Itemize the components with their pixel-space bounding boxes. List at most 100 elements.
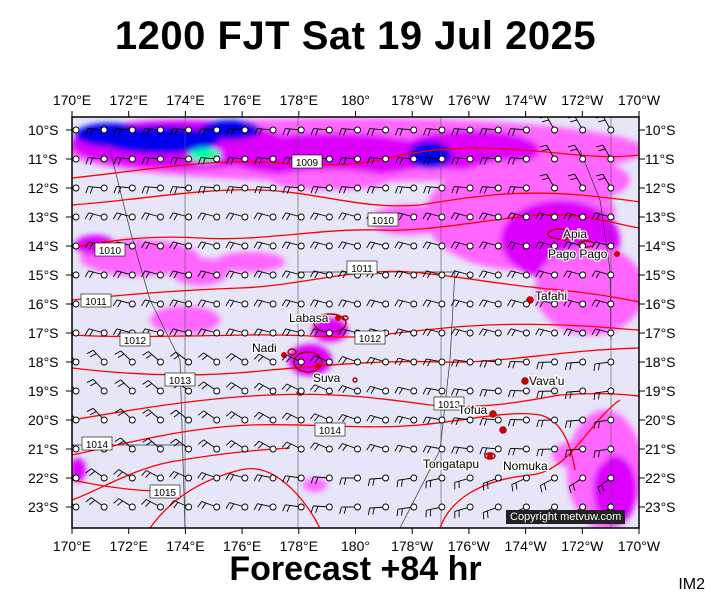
wind-barb <box>366 356 390 366</box>
wind-barb <box>395 126 418 136</box>
wind-barb <box>451 416 474 426</box>
barb-feather <box>567 242 572 250</box>
barb-feather <box>455 418 460 426</box>
barb-feather <box>507 361 511 369</box>
barb-feather <box>257 443 264 449</box>
barb-feather <box>512 157 516 165</box>
barb-feather <box>591 241 596 249</box>
barb-feather <box>258 504 263 512</box>
barb-feather <box>567 213 572 221</box>
barb-feather <box>372 478 375 486</box>
barb-feather <box>225 411 232 417</box>
barb-feather <box>84 270 90 278</box>
wind-barb <box>85 126 108 136</box>
wind-barb <box>425 474 446 489</box>
wind-barb <box>113 184 136 194</box>
barb-feather <box>455 271 460 279</box>
axis-ticks <box>66 111 645 534</box>
barb-station <box>325 155 333 163</box>
barb-station <box>438 300 446 308</box>
barb-feather <box>141 128 145 136</box>
barb-feather <box>85 497 92 503</box>
wind-barb <box>479 445 502 455</box>
barb-feather <box>253 503 258 511</box>
barb-feather <box>310 128 314 136</box>
barb-feather <box>141 299 146 307</box>
barb-feather <box>486 481 489 489</box>
isobar-label: 1014 <box>314 422 346 437</box>
barb-feather <box>450 328 456 336</box>
barb-feather <box>282 504 286 512</box>
wind-barb <box>254 184 277 194</box>
barb-feather <box>314 444 320 451</box>
wind-barb <box>197 299 221 308</box>
barb-feather <box>597 363 600 371</box>
wind-barb <box>450 270 474 279</box>
barb-feather <box>141 470 147 476</box>
barb-feather <box>141 212 146 220</box>
wind-barb <box>367 474 390 487</box>
barb-feather <box>281 383 288 390</box>
barb-station <box>522 387 530 395</box>
wind-barb <box>169 241 193 250</box>
barb-feather <box>455 447 460 455</box>
barb-feather <box>145 300 150 308</box>
barb-feather <box>535 212 540 220</box>
wind-barb <box>253 474 277 483</box>
wind-barb <box>536 387 558 399</box>
wind-barb <box>141 270 164 279</box>
barb-station <box>325 271 333 279</box>
barb-station <box>297 503 305 511</box>
barb-station <box>410 242 418 250</box>
barb-station <box>156 474 164 482</box>
barb-station <box>438 445 446 453</box>
barb-station <box>466 155 474 163</box>
barb-feather <box>89 411 97 416</box>
barb-feather <box>591 270 596 278</box>
wind-barb <box>169 471 193 482</box>
barb-feather <box>539 300 544 308</box>
barb-feather <box>201 473 207 481</box>
barb-feather <box>225 241 230 249</box>
barb-station <box>551 358 558 366</box>
barb-station <box>466 242 474 250</box>
wind-barb <box>72 385 80 395</box>
isobar-label-text: 1010 <box>372 216 395 227</box>
barb-feather <box>483 418 488 426</box>
barb-feather <box>539 144 547 148</box>
land-outline <box>352 377 358 383</box>
barb-feather <box>591 328 596 336</box>
barb-feather <box>567 173 575 177</box>
place-dot <box>281 352 287 358</box>
lon-label-bottom: 172°E <box>109 538 148 554</box>
barb-station <box>156 271 164 279</box>
land-outline <box>293 351 323 373</box>
lat-label-right: 19°S <box>645 383 676 399</box>
barb-feather <box>595 271 601 279</box>
barb-station <box>494 242 502 250</box>
barb-station <box>325 300 333 308</box>
wind-barb <box>394 270 418 279</box>
wind-barb <box>197 381 221 395</box>
barb-feather <box>62 411 68 414</box>
barb-feather <box>564 450 568 458</box>
barb-feather <box>229 355 236 361</box>
barb-station <box>354 126 361 134</box>
barb-feather <box>145 354 153 359</box>
wind-barb <box>450 328 474 337</box>
barb-station <box>213 387 221 395</box>
barb-feather <box>197 352 204 358</box>
wind-barb <box>535 212 558 221</box>
wind-barb <box>169 299 193 308</box>
barb-feather <box>173 242 178 250</box>
barb-station <box>522 184 530 192</box>
barb-feather <box>536 420 539 428</box>
barb-feather <box>225 473 230 480</box>
barb-feather <box>343 186 347 194</box>
barb-feather <box>483 389 488 397</box>
barb-feather <box>507 328 512 336</box>
isobar-label-text: 1010 <box>99 246 122 257</box>
barb-feather <box>366 386 371 393</box>
barb-feather <box>450 270 456 278</box>
barb-feather <box>567 271 572 279</box>
